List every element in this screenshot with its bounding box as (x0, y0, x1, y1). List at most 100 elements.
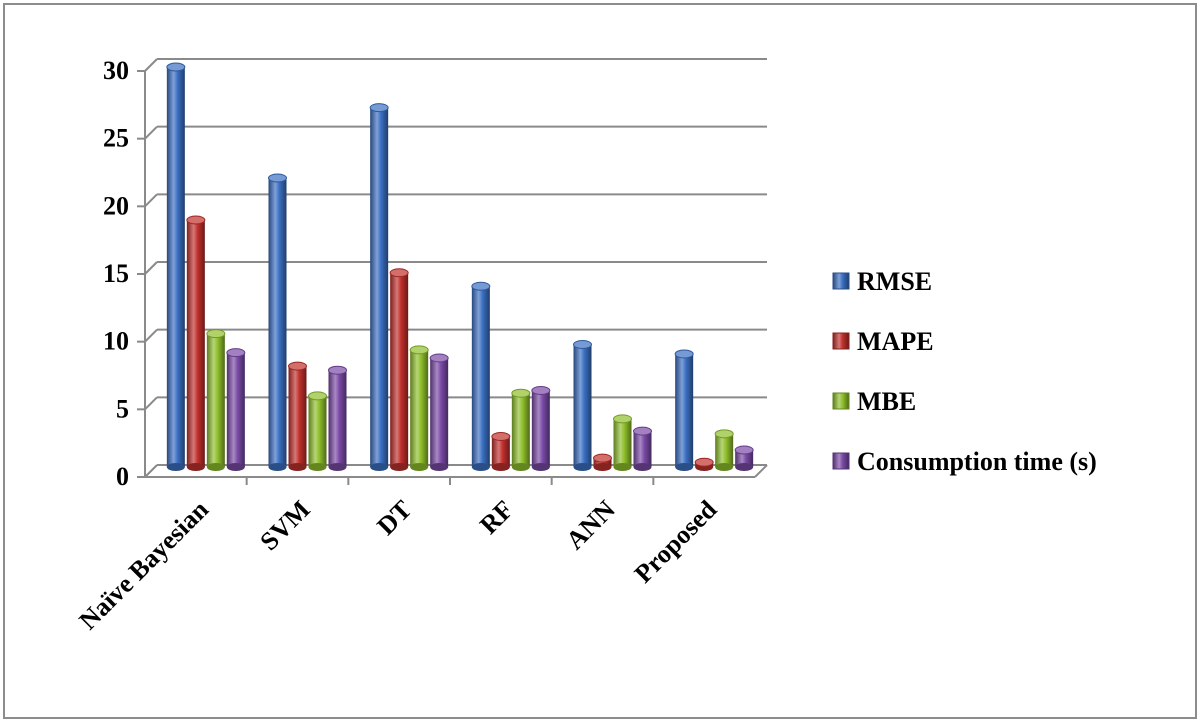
bar-consumption-time-s--rf (531, 390, 550, 467)
bar-consumption-time-s--ann (633, 431, 652, 467)
bar-cap (268, 173, 287, 183)
bar-base (531, 463, 550, 471)
bar-base (206, 463, 225, 471)
bar-mbe-proposed (715, 433, 734, 467)
bar-cap (186, 215, 206, 225)
y-tick-label: 25 (103, 124, 129, 153)
bar-rmse-proposed (675, 353, 694, 467)
gridline-diagonal (144, 328, 158, 343)
bar-base (226, 463, 245, 471)
bar-mbe-rf (511, 393, 530, 467)
y-tick-label: 10 (103, 327, 129, 356)
y-tick-label: 20 (103, 191, 129, 220)
y-tick-label: 5 (116, 394, 129, 423)
bar-base (471, 463, 490, 471)
x-tick-label: DT (371, 495, 417, 541)
x-tick-label: Proposed (629, 494, 723, 588)
legend-label: Consumption time (s) (857, 447, 1097, 476)
gridline-diagonal (144, 396, 158, 411)
bar-base (288, 463, 307, 471)
bar-base (328, 463, 347, 471)
bar-cap (166, 62, 186, 72)
chart-frame: 0 5 10 15 20 25 30 Naïve Bayesian SVM DT RF ANN Prop… (3, 3, 1197, 719)
gridline-diagonal (144, 193, 158, 208)
bar-cap (226, 348, 246, 358)
bar-mape-rf (491, 436, 510, 467)
legend-swatch (832, 392, 850, 410)
bar-cap (389, 268, 409, 278)
bar-mbe-na-ve-bayesian (206, 333, 225, 467)
bar-cap (714, 429, 734, 439)
bar-rmse-na-ve-bayesian (166, 67, 185, 467)
bar-mape-dt (390, 272, 409, 467)
gridline-diagonal (144, 125, 158, 140)
legend-label: MBE (857, 387, 916, 416)
bar-mape-svm (288, 366, 307, 467)
bar-mbe-dt (410, 349, 429, 467)
bar-consumption-time-s--na-ve-bayesian (226, 352, 245, 467)
bar-consumption-time-s--proposed (735, 450, 754, 467)
bar-cap (328, 365, 347, 375)
bar-base (491, 463, 510, 471)
gridline-diagonal (144, 58, 158, 72)
bar-consumption-time-s--svm (328, 370, 347, 467)
bar-cap (734, 445, 754, 455)
legend-swatch (832, 452, 850, 470)
x-tick-label: ANN (560, 495, 620, 555)
legend-swatch (832, 332, 850, 350)
bar-cap (471, 281, 491, 291)
gridline-diagonal (144, 261, 158, 275)
bar-base (593, 463, 612, 471)
bar-base (370, 463, 389, 471)
bar-mbe-ann (613, 418, 632, 467)
x-tick-label: RF (474, 495, 519, 540)
bar-cap (491, 432, 511, 442)
bar-cap (674, 349, 694, 359)
legend-swatch (832, 272, 850, 290)
y-tick-label: 15 (103, 259, 129, 288)
y-tick-label: 0 (116, 462, 129, 491)
bar-mbe-svm (308, 395, 327, 467)
bar-base (410, 463, 429, 471)
bar-cap (429, 353, 449, 363)
bar-base (268, 463, 287, 471)
bar-rmse-dt (370, 107, 389, 467)
bar-base (633, 463, 652, 471)
bar-base (511, 463, 530, 471)
bar-base (186, 463, 205, 471)
bar-cap (531, 386, 551, 396)
bar-base (430, 463, 449, 471)
bar-rmse-svm (268, 178, 287, 468)
bar-base (675, 463, 694, 471)
bar-cap (573, 339, 592, 349)
bar-base (735, 463, 754, 471)
bar-cap (593, 453, 612, 463)
bar-consumption-time-s--dt (430, 358, 449, 467)
bar-cap (511, 388, 531, 398)
bar-cap (633, 426, 652, 436)
bar-base (715, 463, 734, 471)
bar-chart: 0 5 10 15 20 25 30 Naïve Bayesian SVM DT RF ANN Prop… (74, 56, 1097, 635)
bar-base (573, 463, 592, 471)
bar-rmse-ann (573, 344, 592, 467)
bar-base (166, 463, 185, 471)
x-tick-label: SVM (254, 495, 315, 556)
bar-base (308, 463, 327, 471)
floor-edge (754, 464, 768, 478)
gridline-diagonal (144, 464, 158, 478)
bar-mape-na-ve-bayesian (186, 219, 205, 467)
x-tick-label: Naïve Bayesian (74, 494, 215, 635)
legend-label: RMSE (857, 267, 932, 296)
bar-cap (288, 361, 307, 371)
bar-base (613, 463, 632, 471)
bar-rmse-rf (471, 286, 490, 467)
bar-cap (694, 457, 714, 467)
legend-label: MAPE (857, 327, 934, 356)
y-tick-label: 30 (103, 56, 129, 85)
bar-cap (206, 329, 226, 339)
bar-base (390, 463, 409, 471)
bar-cap (308, 391, 327, 401)
bar-cap (613, 414, 632, 424)
bar-cap (409, 345, 429, 355)
bar-cap (369, 103, 389, 113)
